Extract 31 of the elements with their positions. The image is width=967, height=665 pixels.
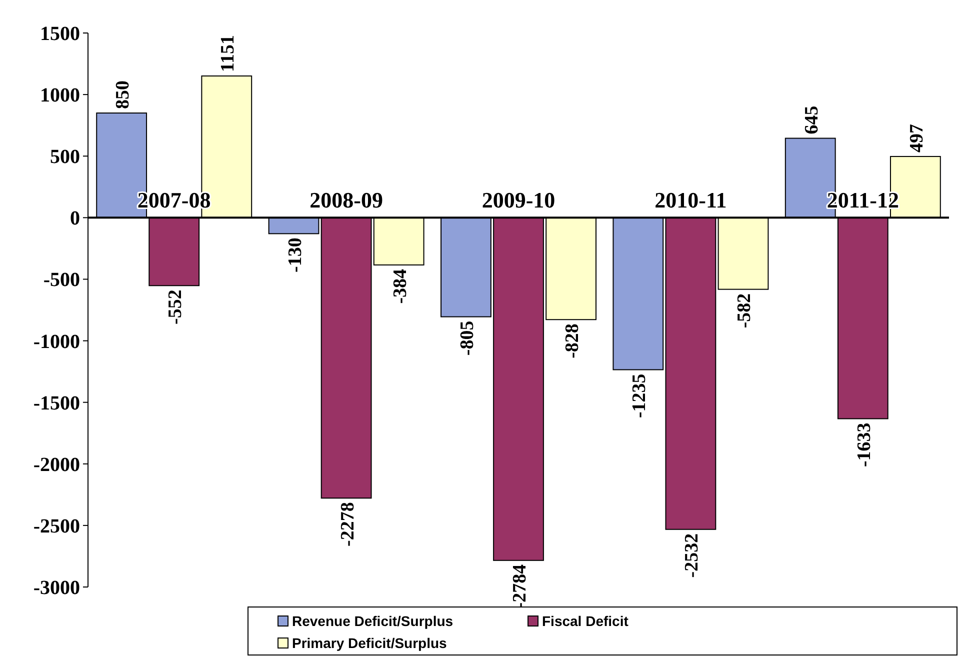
legend-label: Primary Deficit/Surplus: [292, 634, 448, 651]
data-label: -2532: [682, 533, 703, 578]
data-label: -828: [562, 324, 584, 358]
y-tick-label: -1000: [33, 330, 80, 353]
legend-label: Revenue Deficit/Surplus: [292, 612, 454, 629]
data-label: -130: [284, 238, 306, 272]
legend-label: Fiscal Deficit: [542, 612, 629, 629]
data-label: 645: [801, 106, 822, 134]
x-tick-label: 2008-09: [310, 188, 383, 213]
y-tick-label: 1500: [40, 23, 80, 45]
data-label: 1151: [218, 35, 239, 72]
data-label: -1633: [854, 422, 875, 468]
y-tick-label: -2500: [33, 515, 80, 538]
x-tick-label: 2009-10: [482, 188, 556, 213]
data-label: -2784: [510, 564, 530, 609]
data-label: -1235: [629, 374, 650, 418]
data-label: -582: [734, 293, 756, 328]
y-tick-label: 500: [50, 146, 80, 168]
y-tick-label: -2000: [33, 454, 80, 476]
data-label: -384: [390, 268, 411, 304]
y-tick-label: 1000: [40, 84, 80, 107]
y-tick-label: -3000: [33, 577, 80, 599]
x-tick-label: 2010-11: [654, 188, 727, 213]
data-label: 497: [906, 123, 928, 152]
data-label: -805: [456, 320, 478, 356]
y-tick-label: -500: [43, 269, 80, 292]
data-label: -552: [165, 290, 186, 324]
y-tick-label: -1500: [33, 392, 80, 414]
data-label: 850: [112, 80, 134, 110]
data-label: -2278: [337, 502, 358, 546]
y-tick-label: 0: [70, 208, 80, 230]
